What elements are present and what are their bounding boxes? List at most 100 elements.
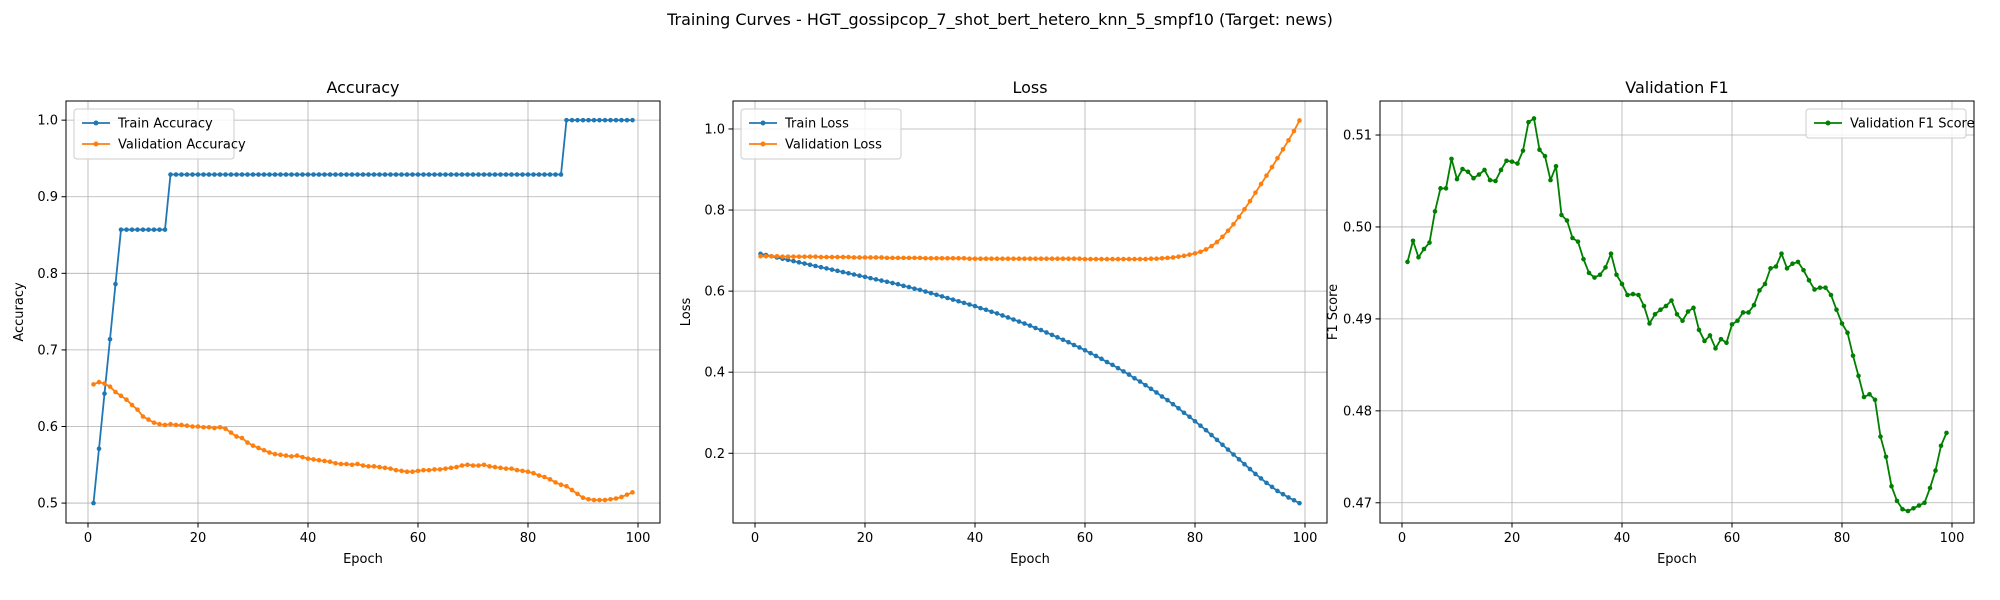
chart-0-point-1-87 [569,487,575,493]
chart-2-point-0-85 [1872,397,1878,403]
chart-0-point-1-2 [102,381,107,386]
chart-1-point-1-13 [829,254,835,260]
chart-1-point-0-74 [1165,397,1170,403]
chart-1-point-0-30 [923,289,928,294]
chart-1-point-0-86 [1231,452,1236,457]
chart-0-point-0-22 [212,172,217,177]
chart-0-point-0-47 [349,172,355,177]
chart-2-point-0-0 [1405,259,1410,265]
chart-2-point-0-40 [1625,292,1630,298]
chart-1-point-0-82 [1209,432,1214,438]
chart-2-y-tick-label-0: 0.47 [1343,496,1372,511]
chart-0-point-0-56 [399,172,404,177]
chart-0-point-1-39 [305,456,311,461]
chart-1-point-0-51 [1038,327,1044,333]
chart-0-point-1-1 [96,379,102,385]
chart-0-point-0-89 [580,117,586,123]
chart-0-point-1-74 [498,465,503,471]
chart-1-point-1-95 [1280,146,1286,152]
chart-1-point-0-87 [1236,457,1242,462]
chart-1-point-0-62 [1099,356,1104,362]
chart-0-point-0-36 [289,172,294,177]
chart-0-point-0-50 [366,172,371,177]
chart-1-y-tick-label-1: 0.4 [704,366,725,381]
chart-0-point-0-31 [261,172,267,177]
chart-1-point-1-35 [950,255,956,261]
chart-0-point-0-78 [520,172,525,177]
chart-0-point-1-9 [140,414,146,419]
chart-0-point-0-63 [437,172,443,177]
chart-2-point-0-29 [1564,218,1570,223]
chart-1-point-1-1 [763,253,769,259]
chart-1-point-0-85 [1225,447,1231,452]
chart-0-point-1-6 [124,397,129,402]
chart-1-point-0-96 [1286,495,1291,500]
chart-0-point-1-20 [201,424,206,430]
chart-1-point-1-82 [1209,243,1214,249]
chart-1-point-0-43 [994,311,1000,316]
chart-1-point-0-15 [840,269,846,275]
chart-0-point-1-79 [525,469,531,474]
chart-0-point-1-94 [608,496,613,502]
chart-1-x-tick-label-4: 80 [1187,531,1204,546]
chart-1-point-1-96 [1286,138,1291,143]
chart-0-point-0-96 [619,117,624,123]
chart-2-point-0-89 [1894,498,1900,504]
chart-0-point-1-55 [393,467,399,473]
chart-1-point-0-57 [1071,342,1077,348]
chart-2-y-tick-label-1: 0.48 [1343,404,1372,419]
chart-0-point-0-13 [162,227,168,232]
chart-1-y-tick-label-0: 0.2 [704,447,725,462]
chart-0-y-tick-label-5: 1.0 [37,114,58,129]
chart-2-legend-label-0: Validation F1 Score [1850,117,1975,132]
chart-0-point-0-17 [184,172,190,177]
chart-0-point-1-91 [591,497,597,503]
chart-1-point-1-5 [785,254,791,259]
chart-0-point-0-86 [564,117,569,123]
chart-0-point-1-56 [399,468,404,474]
chart-1-point-1-81 [1203,247,1209,252]
chart-1-point-0-14 [835,268,840,274]
chart-1-point-1-17 [851,255,857,260]
chart-1-point-0-10 [813,263,818,269]
chart-2-x-tick-label-2: 40 [1614,531,1631,546]
chart-0-point-1-67 [459,463,465,468]
chart-0-point-0-6 [124,227,129,232]
chart-1-point-0-7 [796,260,802,265]
chart-0-point-0-88 [575,117,580,123]
chart-1-point-1-27 [906,255,912,261]
chart-1-point-0-35 [950,297,956,302]
chart-2-point-0-2 [1416,254,1421,260]
chart-2-point-0-32 [1581,256,1586,262]
chart-1-point-0-16 [846,270,851,276]
chart-1-point-1-76 [1176,254,1181,259]
chart-0-point-0-9 [140,227,146,232]
chart-0-point-1-14 [168,421,173,427]
chart-1-point-1-46 [1011,256,1016,261]
chart-1-point-1-55 [1060,256,1066,261]
chart-0-point-0-24 [223,172,228,177]
chart-2-point-0-33 [1586,270,1592,276]
chart-1-point-1-50 [1033,256,1038,261]
chart-0-point-1-32 [267,450,272,455]
chart-0-point-0-28 [245,172,250,177]
chart-1-point-1-88 [1242,206,1247,212]
chart-2-point-0-8 [1449,156,1454,162]
chart-0-point-0-80 [531,172,536,177]
chart-0-point-0-48 [355,172,360,177]
chart-0-point-0-14 [168,172,173,177]
chart-1-point-0-98 [1297,500,1302,506]
chart-2-point-0-90 [1900,506,1905,512]
chart-1-point-1-73 [1159,255,1165,261]
chart-1-point-1-28 [912,255,917,261]
chart-0-point-0-70 [476,172,481,177]
chart-0-point-0-37 [294,172,300,177]
chart-0-point-1-41 [316,457,322,463]
chart-0-point-1-78 [520,468,525,474]
chart-0-point-1-86 [564,483,569,489]
chart-1-point-1-61 [1093,256,1099,262]
chart-2-point-0-77 [1828,292,1834,298]
chart-2-point-0-41 [1630,291,1636,297]
chart-1-frame [732,100,1328,524]
